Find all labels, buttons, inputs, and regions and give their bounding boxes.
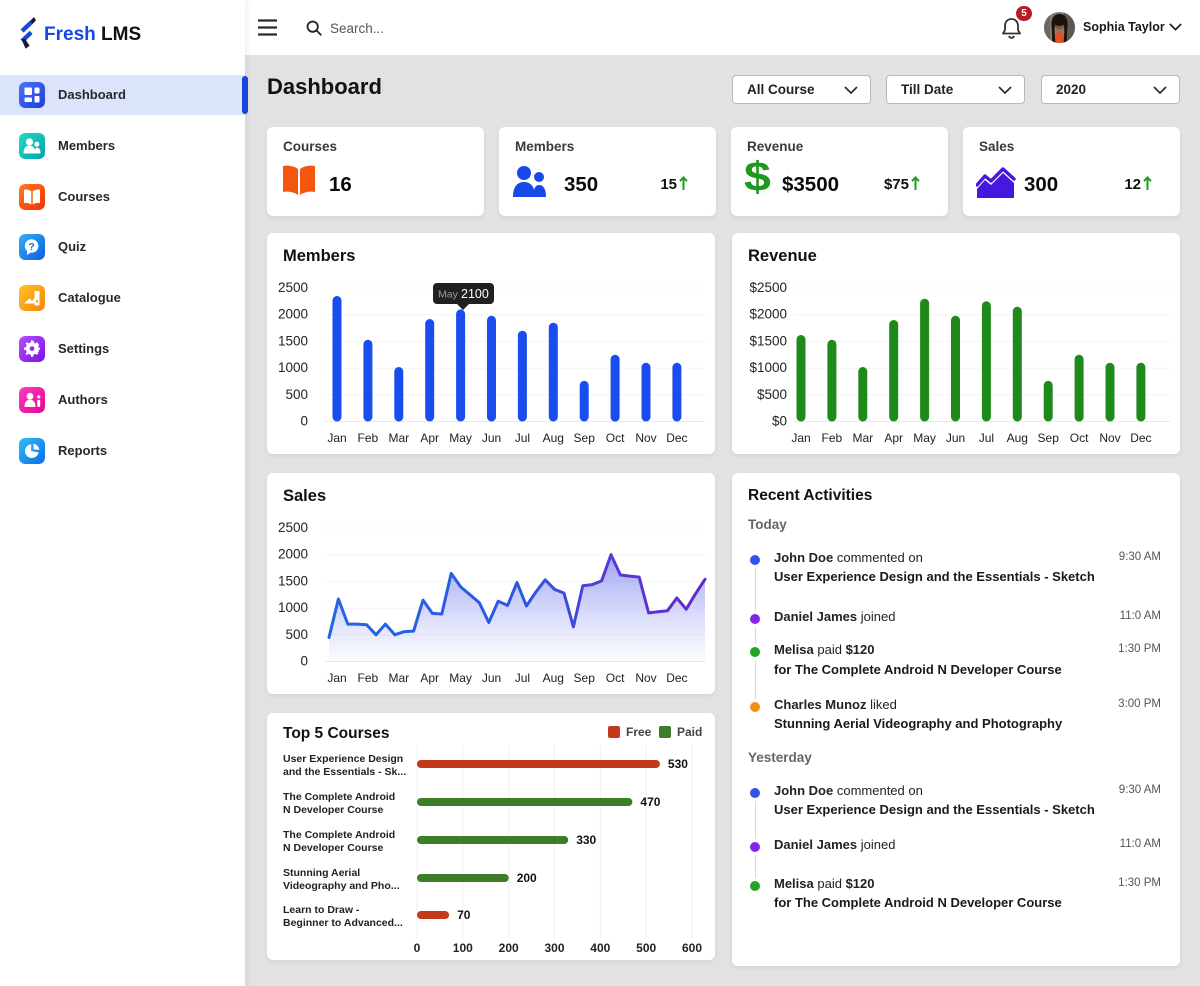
svg-text:Free: Free (626, 725, 652, 739)
svg-text:Aug: Aug (543, 671, 564, 685)
svg-text:Oct: Oct (606, 431, 625, 445)
svg-text:2100: 2100 (461, 287, 489, 301)
svg-text:500: 500 (285, 387, 308, 402)
svg-text:Dec: Dec (1130, 431, 1151, 445)
svg-text:Learn to Draw -: Learn to Draw - (283, 904, 360, 916)
svg-text:1000: 1000 (278, 600, 308, 615)
svg-text:May: May (913, 431, 936, 445)
svg-text:Jun: Jun (946, 431, 965, 445)
svg-text:Mar: Mar (388, 431, 409, 445)
svg-text:530: 530 (668, 757, 688, 771)
svg-text:$1000: $1000 (749, 360, 787, 375)
svg-text:Jan: Jan (327, 431, 346, 445)
svg-text:Nov: Nov (635, 671, 656, 685)
svg-text:Nov: Nov (635, 431, 656, 445)
svg-text:Feb: Feb (358, 671, 379, 685)
svg-text:Apr: Apr (420, 431, 439, 445)
svg-text:$0: $0 (772, 414, 787, 429)
svg-text:Nov: Nov (1099, 431, 1120, 445)
svg-text:Beginner to Advanced...: Beginner to Advanced... (283, 917, 403, 929)
svg-text:Aug: Aug (1007, 431, 1028, 445)
svg-text:Jan: Jan (327, 671, 346, 685)
svg-text:330: 330 (576, 833, 596, 847)
svg-text:The Complete Android: The Complete Android (283, 791, 395, 803)
svg-text:70: 70 (457, 908, 471, 922)
svg-text:Oct: Oct (1070, 431, 1089, 445)
svg-text:300: 300 (544, 941, 564, 955)
svg-text:Jul: Jul (515, 431, 530, 445)
svg-text:May: May (449, 671, 472, 685)
svg-text:Stunning Aerial: Stunning Aerial (283, 867, 360, 879)
svg-text:Dec: Dec (666, 431, 687, 445)
svg-text:N Developer Course: N Developer Course (283, 842, 384, 854)
svg-text:Videography and Pho...: Videography and Pho... (283, 880, 400, 892)
svg-text:1500: 1500 (278, 573, 308, 588)
svg-text:1000: 1000 (278, 360, 308, 375)
svg-text:Jun: Jun (482, 431, 501, 445)
svg-text:and the Essentials - Sk...: and the Essentials - Sk... (283, 766, 406, 778)
svg-text:$2500: $2500 (749, 280, 787, 295)
svg-text:0: 0 (300, 414, 308, 429)
svg-text:Jan: Jan (791, 431, 810, 445)
svg-text:Feb: Feb (358, 431, 379, 445)
svg-text:2500: 2500 (278, 520, 308, 535)
svg-text:Aug: Aug (543, 431, 564, 445)
svg-text:Mar: Mar (852, 431, 873, 445)
svg-text:400: 400 (590, 941, 610, 955)
svg-text:0: 0 (300, 654, 308, 669)
svg-text:2000: 2000 (278, 547, 308, 562)
svg-text:Jul: Jul (979, 431, 994, 445)
svg-text:200: 200 (517, 871, 537, 885)
svg-text:100: 100 (453, 941, 473, 955)
svg-text:Dec: Dec (666, 671, 687, 685)
svg-text:2500: 2500 (278, 280, 308, 295)
svg-text:600: 600 (682, 941, 702, 955)
svg-text:0: 0 (414, 941, 421, 955)
svg-text:470: 470 (640, 795, 660, 809)
svg-text:Sep: Sep (1038, 431, 1060, 445)
svg-text:$1500: $1500 (749, 333, 787, 348)
svg-text:500: 500 (285, 627, 308, 642)
svg-text:User Experience Design: User Experience Design (283, 753, 403, 765)
svg-text:1500: 1500 (278, 333, 308, 348)
svg-text:2000: 2000 (278, 307, 308, 322)
svg-text:Jun: Jun (482, 671, 501, 685)
svg-text:$2000: $2000 (749, 307, 787, 322)
svg-text:Oct: Oct (606, 671, 625, 685)
svg-text:Mar: Mar (388, 671, 409, 685)
svg-text:Paid: Paid (677, 725, 702, 739)
svg-text:Sep: Sep (574, 431, 596, 445)
svg-text:N Developer Course: N Developer Course (283, 804, 384, 816)
svg-text:Feb: Feb (822, 431, 843, 445)
svg-text:$500: $500 (757, 387, 787, 402)
svg-text:Apr: Apr (884, 431, 903, 445)
svg-text:200: 200 (499, 941, 519, 955)
svg-text:Sep: Sep (574, 671, 596, 685)
svg-text:May: May (449, 431, 472, 445)
svg-text:The Complete Android: The Complete Android (283, 829, 395, 841)
svg-text:Jul: Jul (515, 671, 530, 685)
svg-text:?: ? (28, 241, 34, 253)
svg-text:May: May (438, 289, 459, 301)
svg-text:Apr: Apr (420, 671, 439, 685)
svg-text:500: 500 (636, 941, 656, 955)
